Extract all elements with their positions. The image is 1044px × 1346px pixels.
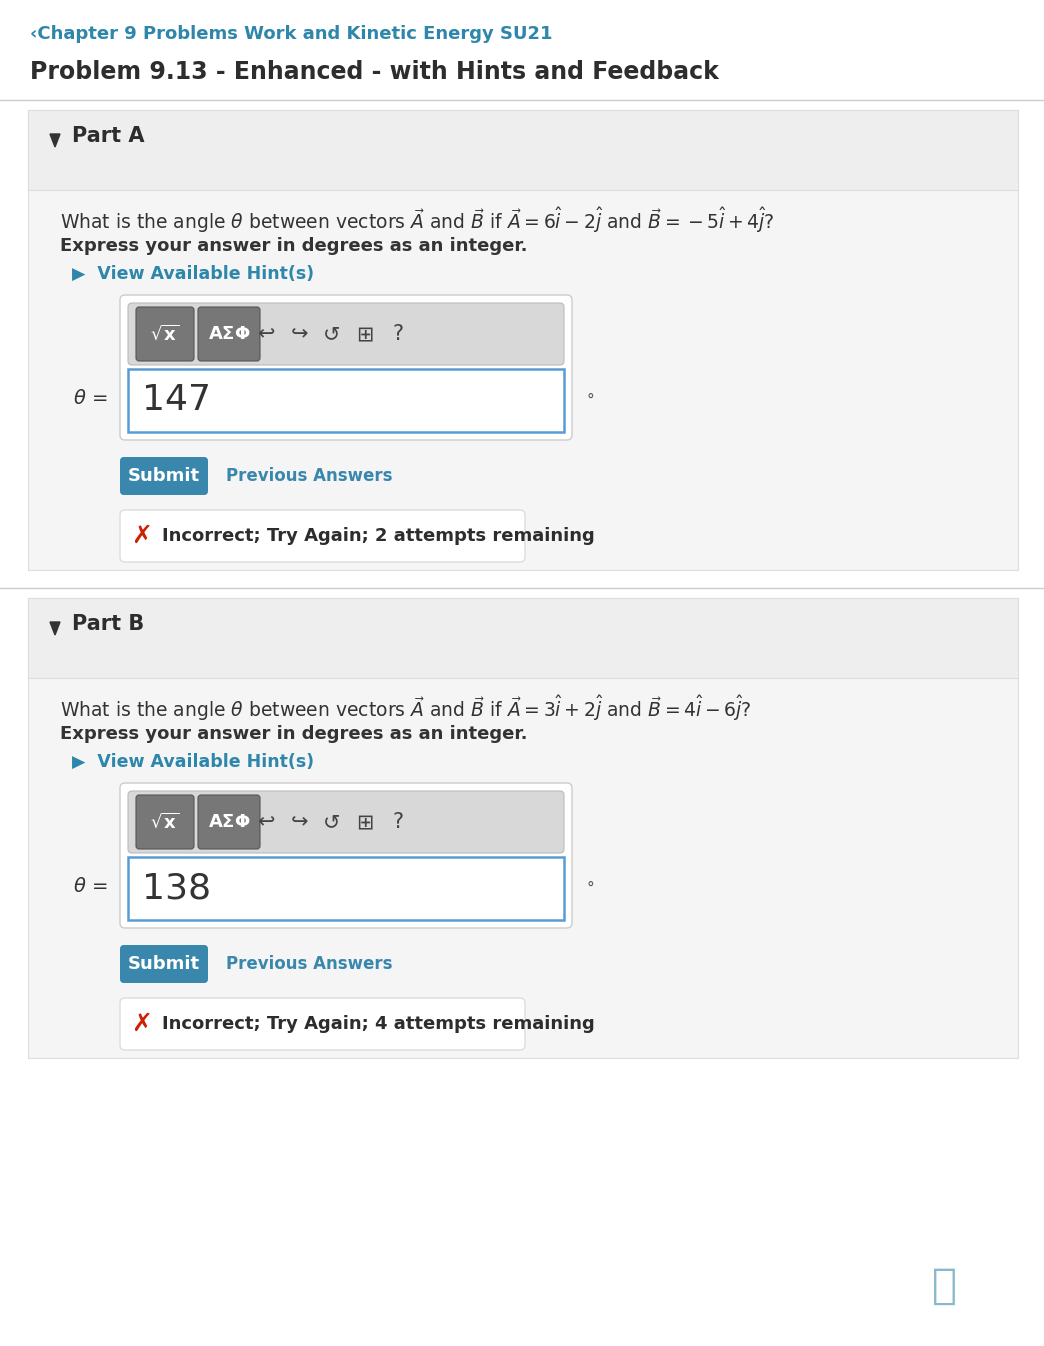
Text: ↺: ↺ (324, 812, 340, 832)
Text: ‹Chapter 9 Problems Work and Kinetic Energy SU21: ‹Chapter 9 Problems Work and Kinetic Ene… (30, 26, 552, 43)
FancyBboxPatch shape (136, 307, 194, 361)
Text: What is the angle $\theta$ between vectors $\vec{A}$ and $\vec{B}$ if $\vec{A}=3: What is the angle $\theta$ between vecto… (60, 693, 752, 723)
Text: ↺: ↺ (324, 324, 340, 345)
Text: $\theta$ =: $\theta$ = (73, 389, 108, 408)
Text: ⊞: ⊞ (356, 812, 374, 832)
Bar (28, 598, 1018, 1058)
Text: °: ° (587, 393, 595, 408)
Text: ↩: ↩ (257, 812, 275, 832)
Text: $\theta$ =: $\theta$ = (73, 878, 108, 896)
Polygon shape (50, 135, 60, 147)
Text: 138: 138 (142, 871, 211, 906)
Text: Submit: Submit (128, 467, 200, 485)
Bar (28, 110, 1018, 569)
FancyBboxPatch shape (120, 458, 208, 495)
Bar (28, 110, 1018, 190)
FancyBboxPatch shape (128, 791, 564, 853)
Text: ✗: ✗ (132, 524, 152, 548)
Text: ?: ? (393, 812, 404, 832)
Text: ↪: ↪ (290, 812, 308, 832)
Text: ⊞: ⊞ (356, 324, 374, 345)
Text: $\mathbf{A\Sigma\Phi}$: $\mathbf{A\Sigma\Phi}$ (208, 813, 251, 830)
FancyBboxPatch shape (198, 795, 260, 849)
Text: Express your answer in degrees as an integer.: Express your answer in degrees as an int… (60, 237, 527, 254)
Polygon shape (50, 622, 60, 635)
Text: Previous Answers: Previous Answers (226, 467, 393, 485)
FancyBboxPatch shape (120, 997, 525, 1050)
Text: °: ° (587, 882, 595, 896)
Text: Problem 9.13 - Enhanced - with Hints and Feedback: Problem 9.13 - Enhanced - with Hints and… (30, 61, 719, 83)
FancyBboxPatch shape (198, 307, 260, 361)
FancyBboxPatch shape (120, 945, 208, 983)
Text: ▶  View Available Hint(s): ▶ View Available Hint(s) (72, 752, 314, 771)
Text: Previous Answers: Previous Answers (226, 956, 393, 973)
FancyBboxPatch shape (120, 295, 572, 440)
FancyBboxPatch shape (120, 783, 572, 927)
Text: Ⓟ: Ⓟ (931, 1265, 956, 1307)
Text: ↩: ↩ (257, 324, 275, 345)
Text: ▶  View Available Hint(s): ▶ View Available Hint(s) (72, 265, 314, 283)
Text: $\mathbf{A\Sigma\Phi}$: $\mathbf{A\Sigma\Phi}$ (208, 324, 251, 343)
FancyBboxPatch shape (120, 510, 525, 563)
Text: ↪: ↪ (290, 324, 308, 345)
Text: ✗: ✗ (132, 1012, 152, 1036)
FancyBboxPatch shape (128, 303, 564, 365)
Text: Submit: Submit (128, 956, 200, 973)
Text: Incorrect; Try Again; 2 attempts remaining: Incorrect; Try Again; 2 attempts remaini… (162, 528, 595, 545)
Bar (128, 369, 564, 432)
Text: 147: 147 (142, 384, 211, 417)
Bar (28, 598, 1018, 678)
Text: $\mathbf{\sqrt{x}}$: $\mathbf{\sqrt{x}}$ (150, 813, 180, 832)
Text: Part A: Part A (72, 127, 144, 145)
Bar (128, 857, 564, 921)
FancyBboxPatch shape (136, 795, 194, 849)
Text: ?: ? (393, 324, 404, 345)
Text: What is the angle $\theta$ between vectors $\vec{A}$ and $\vec{B}$ if $\vec{A}=6: What is the angle $\theta$ between vecto… (60, 205, 775, 234)
Text: Express your answer in degrees as an integer.: Express your answer in degrees as an int… (60, 725, 527, 743)
Text: $\mathbf{\sqrt{x}}$: $\mathbf{\sqrt{x}}$ (150, 324, 180, 343)
Text: Part B: Part B (72, 614, 144, 634)
Text: Incorrect; Try Again; 4 attempts remaining: Incorrect; Try Again; 4 attempts remaini… (162, 1015, 595, 1032)
